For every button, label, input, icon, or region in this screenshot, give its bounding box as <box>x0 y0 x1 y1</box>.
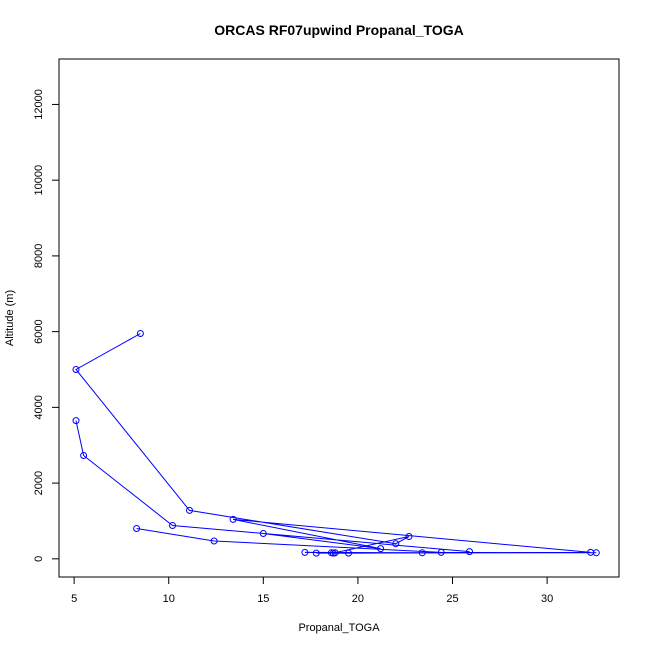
series-layer <box>72 330 600 557</box>
data-point <box>331 549 339 557</box>
data-point <box>259 530 267 537</box>
y-axis-label: Altitude (m) <box>4 290 16 346</box>
data-point <box>72 417 80 425</box>
data-point <box>312 549 320 557</box>
x-tick-label: 10 <box>163 593 175 605</box>
x-axis: 5 10 15 20 25 30 <box>71 577 553 605</box>
x-tick-label: 25 <box>446 593 458 605</box>
data-point <box>437 548 445 556</box>
y-tick-label: 10000 <box>33 165 45 196</box>
plot-frame <box>58 58 620 578</box>
x-tick-label: 30 <box>541 593 553 605</box>
y-tick-label: 12000 <box>33 89 45 120</box>
chart-title: ORCAS RF07upwind Propanal_TOGA <box>214 22 463 38</box>
data-point <box>345 549 352 557</box>
data-point <box>327 549 335 557</box>
data-point <box>392 540 400 548</box>
x-axis-label: Propanal_TOGA <box>298 622 380 634</box>
data-point <box>405 533 413 540</box>
y-axis: 0 2000 4000 6000 8000 10000 12000 <box>33 89 59 562</box>
x-tick-label: 20 <box>352 593 364 605</box>
data-point <box>377 545 385 553</box>
data-point <box>133 525 141 532</box>
x-tick-label: 5 <box>71 593 77 605</box>
data-point <box>136 330 144 337</box>
y-tick-label: 2000 <box>33 471 45 495</box>
data-point <box>418 549 426 557</box>
data-point <box>466 548 473 556</box>
data-point <box>210 537 218 545</box>
data-point <box>80 452 88 459</box>
y-tick-label: 0 <box>33 556 45 562</box>
y-tick-label: 4000 <box>33 395 45 419</box>
y-tick-label: 6000 <box>33 319 45 343</box>
x-tick-label: 15 <box>257 593 269 605</box>
y-tick-label: 8000 <box>33 244 45 268</box>
data-point <box>229 515 237 523</box>
data-point <box>169 522 176 529</box>
data-point <box>186 506 193 514</box>
data-point <box>301 548 309 556</box>
data-point <box>72 366 80 373</box>
data-point <box>592 549 600 557</box>
